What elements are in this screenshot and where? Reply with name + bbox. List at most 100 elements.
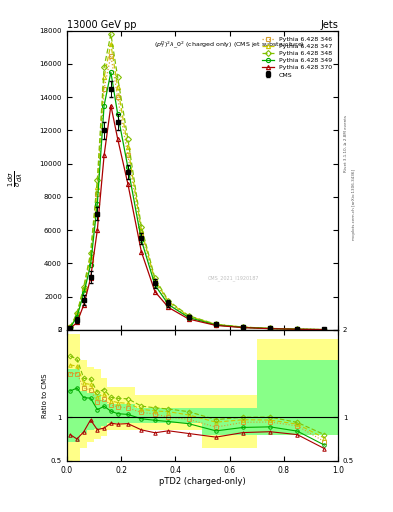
Pythia 6.428 348 (68, 324, 73, 330)
Pythia 6.428 347 (75, 311, 79, 317)
Pythia 6.428 346 (152, 279, 157, 285)
Pythia 6.428 349 (187, 314, 191, 321)
Pythia 6.428 347 (108, 41, 113, 47)
Line: Pythia 6.428 347: Pythia 6.428 347 (68, 42, 327, 332)
Pythia 6.428 346 (214, 322, 219, 328)
Bar (67, 369, 73, 442)
Pythia 6.428 346 (115, 94, 120, 100)
Pythia 6.428 349 (139, 237, 144, 243)
Pythia 6.428 346 (139, 230, 144, 237)
Bar (94, 394, 101, 429)
Text: 13000 GeV pp: 13000 GeV pp (67, 20, 136, 30)
Bar (94, 369, 101, 439)
Pythia 6.428 349 (322, 327, 327, 333)
Pythia 6.428 346 (108, 53, 113, 59)
Pythia 6.428 346 (68, 324, 73, 330)
Pythia 6.428 347 (102, 74, 107, 80)
Pythia 6.428 346 (322, 327, 327, 333)
Text: $(p_T^D)^2\lambda\_0^2$ (charged only) (CMS jet substructure): $(p_T^D)^2\lambda\_0^2$ (charged only) (… (154, 40, 304, 50)
Pythia 6.428 370 (322, 327, 327, 333)
Pythia 6.428 347 (68, 324, 73, 330)
Bar (87, 393, 94, 430)
Pythia 6.428 347 (241, 324, 245, 330)
Bar (284, 360, 311, 435)
Bar (257, 338, 284, 365)
Pythia 6.428 370 (152, 289, 157, 295)
Pythia 6.428 370 (268, 326, 273, 332)
Bar (108, 404, 114, 423)
Pythia 6.428 349 (166, 302, 171, 308)
Bar (114, 387, 121, 430)
Pythia 6.428 348 (295, 326, 300, 332)
Pythia 6.428 347 (152, 277, 157, 283)
Bar (148, 409, 162, 423)
Pythia 6.428 370 (214, 323, 219, 329)
Bar (175, 395, 202, 430)
Pythia 6.428 348 (88, 250, 93, 257)
Bar (73, 369, 81, 442)
Bar (121, 404, 135, 423)
Bar (162, 409, 175, 423)
Bar (101, 378, 108, 436)
Pythia 6.428 348 (75, 310, 79, 316)
Bar (202, 409, 230, 435)
Pythia 6.428 370 (139, 249, 144, 255)
Pythia 6.428 349 (295, 326, 300, 332)
Pythia 6.428 349 (88, 262, 93, 268)
Text: Rivet 3.1.10, ≥ 2.8M events: Rivet 3.1.10, ≥ 2.8M events (344, 115, 348, 172)
X-axis label: pTD2 (charged-only): pTD2 (charged-only) (159, 477, 246, 486)
Pythia 6.428 346 (187, 314, 191, 320)
Pythia 6.428 349 (268, 326, 273, 332)
Pythia 6.428 348 (152, 275, 157, 282)
Bar (175, 409, 202, 423)
Pythia 6.428 348 (125, 136, 130, 142)
Line: Pythia 6.428 346: Pythia 6.428 346 (68, 54, 327, 332)
Bar (121, 387, 135, 430)
Pythia 6.428 349 (68, 325, 73, 331)
Pythia 6.428 349 (125, 164, 130, 170)
Pythia 6.428 370 (241, 325, 245, 331)
Pythia 6.428 349 (115, 111, 120, 117)
Bar (202, 395, 230, 447)
Pythia 6.428 370 (166, 305, 171, 311)
Pythia 6.428 348 (241, 324, 245, 330)
Line: Pythia 6.428 348: Pythia 6.428 348 (68, 32, 327, 332)
Pythia 6.428 348 (139, 224, 144, 230)
Bar (230, 395, 257, 447)
Pythia 6.428 346 (166, 300, 171, 306)
Pythia 6.428 348 (166, 298, 171, 304)
Bar (81, 360, 87, 447)
Bar (257, 360, 284, 435)
Pythia 6.428 370 (88, 275, 93, 282)
Pythia 6.428 370 (95, 227, 100, 233)
Bar (108, 387, 114, 430)
Pythia 6.428 370 (125, 181, 130, 187)
Line: Pythia 6.428 349: Pythia 6.428 349 (68, 70, 327, 332)
Bar (311, 360, 338, 435)
Pythia 6.428 346 (125, 152, 130, 158)
Pythia 6.428 347 (268, 326, 273, 332)
Bar (135, 395, 148, 430)
Pythia 6.428 346 (268, 326, 273, 332)
Pythia 6.428 370 (68, 326, 73, 332)
Pythia 6.428 348 (322, 327, 327, 333)
Bar (73, 334, 81, 461)
Pythia 6.428 347 (214, 322, 219, 328)
Pythia 6.428 347 (166, 298, 171, 305)
Pythia 6.428 349 (108, 69, 113, 75)
Bar (148, 395, 162, 430)
Pythia 6.428 348 (108, 31, 113, 37)
Pythia 6.428 346 (102, 86, 107, 92)
Pythia 6.428 346 (81, 287, 86, 293)
Pythia 6.428 347 (81, 285, 86, 291)
Bar (101, 400, 108, 426)
Pythia 6.428 349 (241, 324, 245, 330)
Bar (87, 367, 94, 442)
Pythia 6.428 370 (295, 326, 300, 332)
Pythia 6.428 370 (187, 316, 191, 322)
Pythia 6.428 349 (152, 282, 157, 288)
Pythia 6.428 347 (295, 326, 300, 332)
Bar (311, 338, 338, 365)
Pythia 6.428 346 (241, 324, 245, 330)
Pythia 6.428 348 (268, 325, 273, 331)
